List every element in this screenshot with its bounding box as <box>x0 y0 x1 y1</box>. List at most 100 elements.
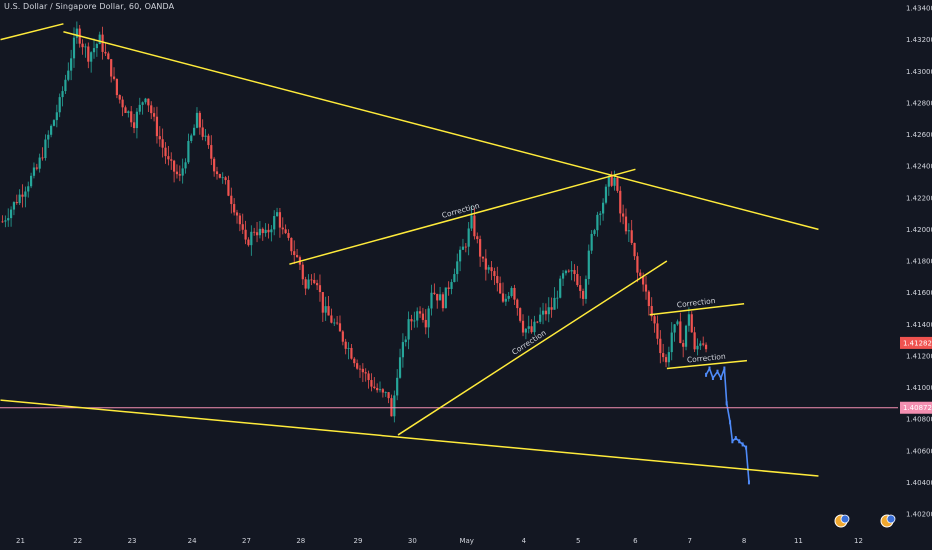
x-tick-label: 11 <box>794 537 803 545</box>
candle <box>61 86 64 107</box>
event-icons[interactable] <box>834 514 896 528</box>
candle-body <box>667 352 670 363</box>
candle <box>130 106 133 127</box>
candle <box>141 101 144 115</box>
x-tick-label: 30 <box>408 537 417 545</box>
candle <box>573 264 576 282</box>
y-tick-label: 1.40200 <box>906 511 932 519</box>
candle-body <box>418 311 422 314</box>
candle <box>104 42 107 56</box>
candle-body <box>476 236 479 240</box>
candle <box>702 336 705 347</box>
candle-body <box>436 293 439 301</box>
candle <box>50 124 53 138</box>
candle-body <box>573 270 576 275</box>
candle <box>676 319 679 326</box>
candle-body <box>307 279 310 289</box>
candle <box>447 281 450 296</box>
candle <box>284 224 287 235</box>
candle <box>173 159 176 183</box>
candle <box>347 342 350 360</box>
candle-body <box>413 320 416 322</box>
candle-body <box>336 322 339 324</box>
candle-body <box>644 284 648 292</box>
candle-body <box>547 307 550 315</box>
candle-body <box>284 229 287 234</box>
candle <box>467 222 470 256</box>
candle <box>670 322 673 361</box>
candle-body <box>556 297 559 299</box>
y-tick-label: 1.41600 <box>906 289 932 297</box>
candle <box>647 290 650 316</box>
candle <box>124 105 127 114</box>
candle <box>539 307 542 324</box>
candle <box>384 391 387 397</box>
candle-body <box>1 221 4 223</box>
event-flag-icon[interactable] <box>840 514 850 524</box>
candle <box>353 357 356 367</box>
trendline[interactable] <box>63 30 819 231</box>
trendline[interactable] <box>649 302 745 316</box>
event-flag-icon[interactable] <box>886 514 896 524</box>
candle-body <box>270 229 273 233</box>
projection-bar <box>705 372 708 377</box>
candle <box>421 307 425 323</box>
candle-body <box>624 216 628 232</box>
candle <box>404 336 407 347</box>
candle-body <box>338 323 342 332</box>
candle-body <box>501 293 505 302</box>
candle-body <box>255 232 259 236</box>
candle-body <box>250 231 253 246</box>
candle-body <box>401 342 404 358</box>
candle <box>693 326 696 353</box>
trendline[interactable] <box>397 260 668 436</box>
trendline[interactable] <box>289 168 636 265</box>
candle <box>519 307 522 323</box>
candle <box>1 215 4 223</box>
candle-body <box>570 270 573 272</box>
candle-body <box>350 347 353 359</box>
trendline[interactable] <box>0 23 64 41</box>
x-tick-label: 24 <box>188 537 197 545</box>
candle-body <box>479 239 482 257</box>
candle-body <box>64 79 67 92</box>
candle <box>4 215 7 228</box>
candle-body <box>264 229 267 234</box>
candle <box>90 51 93 73</box>
candle <box>553 287 556 310</box>
candle-body <box>195 112 199 128</box>
candle-body <box>533 321 536 333</box>
candle-body <box>427 308 430 328</box>
candle-body <box>504 298 507 302</box>
candle-body <box>390 398 393 417</box>
y-tick-label: 1.43000 <box>906 68 932 76</box>
candle <box>604 184 608 205</box>
candle-body <box>104 51 107 54</box>
candle <box>21 184 24 208</box>
candle <box>238 212 241 232</box>
trendline[interactable] <box>666 359 748 370</box>
candle-body <box>364 372 367 374</box>
candle-body <box>15 202 18 204</box>
candle <box>662 343 665 362</box>
candle <box>70 49 73 81</box>
candle-body <box>75 28 78 38</box>
candle-body <box>373 386 376 389</box>
trendline[interactable] <box>0 399 819 477</box>
candle <box>567 269 570 273</box>
candle-body <box>261 228 264 234</box>
candle-body <box>687 314 690 326</box>
candle <box>559 275 562 299</box>
candle-body <box>227 180 230 196</box>
candle-body <box>473 215 476 237</box>
candle-body <box>581 290 585 299</box>
candle <box>396 369 399 401</box>
candle-body <box>459 249 462 262</box>
candle-body <box>410 319 413 322</box>
y-tick-label: 1.42800 <box>906 99 932 107</box>
candle <box>599 211 602 226</box>
candle <box>576 265 579 287</box>
projection-bar <box>734 436 737 441</box>
candle-body <box>321 292 324 313</box>
